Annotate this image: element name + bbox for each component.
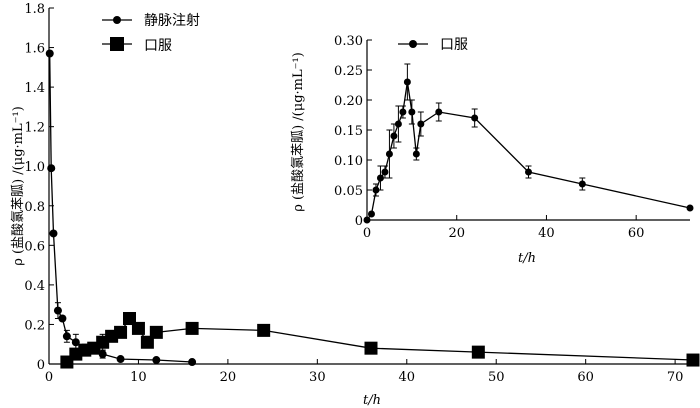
main-x-tick-label: 50 xyxy=(488,370,505,385)
main-data-point xyxy=(116,355,125,364)
inset-y-tick-label: 0.15 xyxy=(334,124,363,139)
main-data-point xyxy=(149,325,163,339)
main-y-axis-label: ρ (盐酸氯苯胍) /(μg·mL⁻¹) xyxy=(11,106,26,266)
main-series xyxy=(45,49,700,369)
main-x-axis-label: t/h xyxy=(363,393,381,408)
inset-x-axis-label: t/h xyxy=(518,251,536,266)
main-data-point xyxy=(257,323,271,337)
main-data-point xyxy=(114,325,128,339)
inset-data-point xyxy=(363,216,371,224)
inset-data-point xyxy=(408,108,416,116)
main-data-point xyxy=(185,321,199,335)
inset-data-point xyxy=(471,114,479,122)
inset-y-tick-label: 0.25 xyxy=(334,64,363,79)
inset-series xyxy=(363,63,694,224)
inset-x-ticks: 0 20 40 60 xyxy=(363,215,645,241)
main-data-point xyxy=(58,314,67,323)
inset-y-tick-label: 0.05 xyxy=(334,184,363,199)
inset-data-point xyxy=(394,120,402,128)
legend-marker-oral xyxy=(110,37,124,51)
inset-legend: 口服 xyxy=(398,37,468,53)
inset-legend-label: 口服 xyxy=(440,37,468,53)
inset-x-tick-label: 0 xyxy=(363,226,371,241)
main-data-point xyxy=(123,312,136,326)
inset-legend-marker xyxy=(409,40,417,48)
main-data-point xyxy=(140,335,154,349)
inset-data-point xyxy=(385,150,393,158)
inset-y-tick-label: 0.30 xyxy=(334,34,363,49)
main-legend: 静脉注射 口服 xyxy=(102,13,200,54)
main-data-point xyxy=(47,164,56,173)
inset-data-point xyxy=(578,180,586,188)
main-data-point xyxy=(364,341,378,355)
inset-y-tick-label: 0 xyxy=(355,214,363,229)
inset-data-point xyxy=(390,132,398,140)
main-series-line-1 xyxy=(66,317,694,363)
main-x-tick-label: 70 xyxy=(667,370,684,385)
main-x-tick-label: 0 xyxy=(45,370,53,385)
main-x-tick-label: 40 xyxy=(399,370,416,385)
main-data-point xyxy=(53,306,62,315)
main-x-tick-label: 10 xyxy=(130,370,147,385)
inset-data-point xyxy=(686,204,694,212)
main-series-line-0 xyxy=(49,53,193,363)
inset-data-point xyxy=(399,108,407,116)
main-y-tick-label: 0.2 xyxy=(24,318,45,333)
main-y-tick-label: 1.0 xyxy=(24,160,45,175)
main-y-tick-label: 1.6 xyxy=(24,42,45,57)
inset-y-tick-label: 0.10 xyxy=(334,154,363,169)
main-plot: 0 10 20 30 40 50 60 70 0 0.2 0.4 0.6 0.8 1.0 1.2 1.4 1.… xyxy=(11,2,700,408)
inset-data-point xyxy=(381,168,389,176)
main-data-point xyxy=(686,353,700,367)
main-data-point xyxy=(131,321,145,335)
main-data-point xyxy=(188,358,197,367)
inset-y-tick-label: 0.20 xyxy=(334,94,363,109)
main-y-tick-label: 0.8 xyxy=(24,200,45,215)
main-x-tick-label: 20 xyxy=(220,370,237,385)
legend-label-iv: 静脉注射 xyxy=(144,13,200,29)
inset-data-point xyxy=(367,210,375,218)
main-y-tick-label: 1.8 xyxy=(24,2,45,17)
main-y-tick-label: 0.6 xyxy=(24,239,45,254)
legend-marker-iv xyxy=(113,16,121,24)
main-x-tick-label: 60 xyxy=(577,370,594,385)
main-data-point xyxy=(45,49,54,58)
inset-data-point xyxy=(403,78,411,86)
legend-label-oral: 口服 xyxy=(144,38,172,54)
inset-x-tick-label: 20 xyxy=(448,226,465,241)
main-x-ticks: 0 10 20 30 40 50 60 70 xyxy=(45,359,684,385)
inset-data-point xyxy=(372,186,380,194)
main-data-point xyxy=(62,332,71,341)
inset-data-point xyxy=(376,174,384,182)
main-y-tick-label: 0 xyxy=(37,358,45,373)
inset-x-tick-label: 60 xyxy=(628,226,645,241)
inset-data-point xyxy=(417,120,425,128)
inset-x-tick-label: 40 xyxy=(538,226,555,241)
inset-data-point xyxy=(435,108,443,116)
main-data-point xyxy=(471,345,485,359)
main-y-tick-label: 1.4 xyxy=(24,81,45,96)
inset-plot: 0 20 40 60 0 0.05 0.10 0.15 0.20 0.25 0.30 ρ (盐酸氯… xyxy=(291,34,694,266)
main-data-point xyxy=(152,356,161,365)
main-data-point xyxy=(71,338,80,347)
main-data-point xyxy=(49,229,58,238)
main-y-tick-label: 0.4 xyxy=(24,279,45,294)
inset-y-axis-label: ρ (盐酸氯苯胍) /(μg·mL⁻¹) xyxy=(291,52,306,212)
inset-data-point xyxy=(412,150,420,158)
main-y-tick-label: 1.2 xyxy=(24,121,45,136)
main-x-tick-label: 30 xyxy=(309,370,326,385)
inset-y-ticks: 0 0.05 0.10 0.15 0.20 0.25 0.30 xyxy=(334,34,372,229)
main-data-point xyxy=(98,350,107,359)
inset-data-point xyxy=(525,168,532,176)
